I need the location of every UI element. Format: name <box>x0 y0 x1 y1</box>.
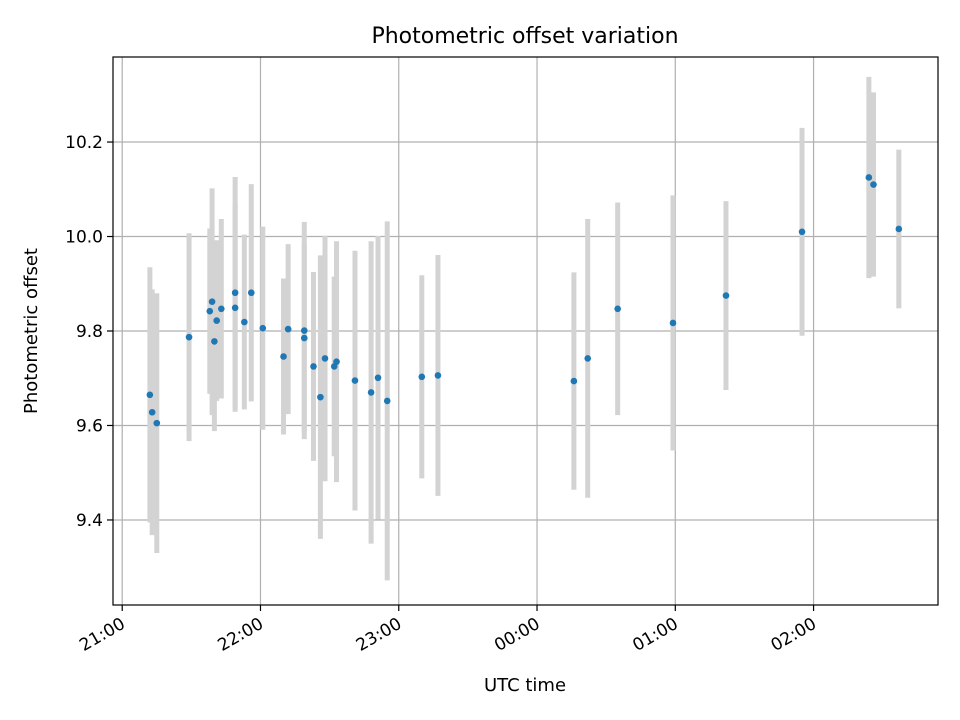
chart-title: Photometric offset variation <box>371 24 678 49</box>
y-axis-label: Photometric offset <box>21 248 42 414</box>
y-axis-ticks: 9.4 9.6 9.8 10.0 10.2 <box>65 133 113 531</box>
data-point <box>418 373 426 381</box>
data-point <box>300 327 308 334</box>
data-point <box>383 397 391 405</box>
y-tick-label: 9.6 <box>76 416 103 436</box>
data-point <box>367 389 375 396</box>
data-point <box>870 181 877 188</box>
y-tick-label: 9.8 <box>76 322 103 342</box>
data-point <box>434 372 442 379</box>
data-point <box>333 358 340 366</box>
data-point <box>374 374 382 382</box>
data-point <box>865 174 873 181</box>
y-tick-label: 10.0 <box>65 228 103 248</box>
data-point <box>284 325 292 333</box>
data-point <box>280 353 287 360</box>
data-point <box>218 305 225 313</box>
data-point <box>300 334 308 342</box>
x-axis-label: UTC time <box>484 675 566 696</box>
data-point <box>310 363 317 370</box>
data-point <box>211 338 218 345</box>
data-point <box>570 377 578 385</box>
data-point <box>584 355 592 362</box>
y-tick-label: 9.4 <box>76 511 103 531</box>
data-point <box>185 333 193 341</box>
data-point <box>614 305 621 313</box>
data-point <box>213 317 221 324</box>
data-point <box>153 419 161 427</box>
y-tick-label: 10.2 <box>65 133 103 153</box>
data-point <box>351 377 359 384</box>
data-point <box>321 355 329 362</box>
data-point <box>259 324 267 332</box>
data-point <box>798 228 806 236</box>
data-point <box>241 318 248 326</box>
data-point <box>895 225 903 233</box>
data-points <box>146 174 903 427</box>
data-point <box>208 298 216 306</box>
data-point <box>722 292 730 299</box>
data-point <box>231 289 239 297</box>
data-point <box>231 304 239 312</box>
data-point <box>247 289 255 297</box>
data-point <box>317 393 324 401</box>
data-point <box>669 319 677 327</box>
data-point <box>148 408 156 416</box>
data-point <box>146 391 154 399</box>
data-point <box>206 307 214 315</box>
